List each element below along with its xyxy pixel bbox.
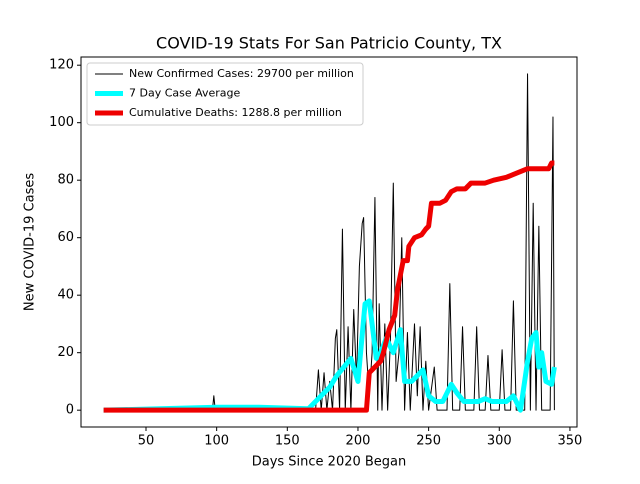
y-tick-label: 20 — [57, 345, 74, 360]
y-tick-label: 80 — [57, 173, 74, 188]
x-tick-label: 150 — [275, 434, 300, 449]
legend-box — [86, 62, 364, 126]
y-tick-label: 120 — [49, 58, 74, 73]
x-tick-label: 350 — [558, 434, 583, 449]
legend-label: New Confirmed Cases: 29700 per million — [129, 67, 354, 80]
y-tick-label: 60 — [57, 230, 74, 245]
x-tick-label: 50 — [138, 434, 155, 449]
legend-label: 7 Day Case Average — [129, 87, 241, 100]
x-tick-label: 100 — [204, 434, 229, 449]
legend-label: Cumulative Deaths: 1288.8 per million — [129, 106, 342, 119]
x-tick-label: 200 — [346, 434, 371, 449]
series-line — [103, 298, 557, 413]
chart-title: COVID-19 Stats For San Patricio County, … — [156, 34, 502, 53]
x-axis-label: Days Since 2020 Began — [252, 455, 407, 470]
x-tick-label: 300 — [487, 434, 512, 449]
x-tick-label: 250 — [416, 434, 441, 449]
y-axis-label: New COVID-19 Cases — [23, 173, 38, 311]
y-tick-label: 100 — [49, 115, 74, 130]
y-tick-label: 40 — [57, 288, 74, 303]
series-line — [103, 160, 555, 413]
y-tick-label: 0 — [66, 403, 74, 418]
plot-frame — [80, 56, 578, 428]
